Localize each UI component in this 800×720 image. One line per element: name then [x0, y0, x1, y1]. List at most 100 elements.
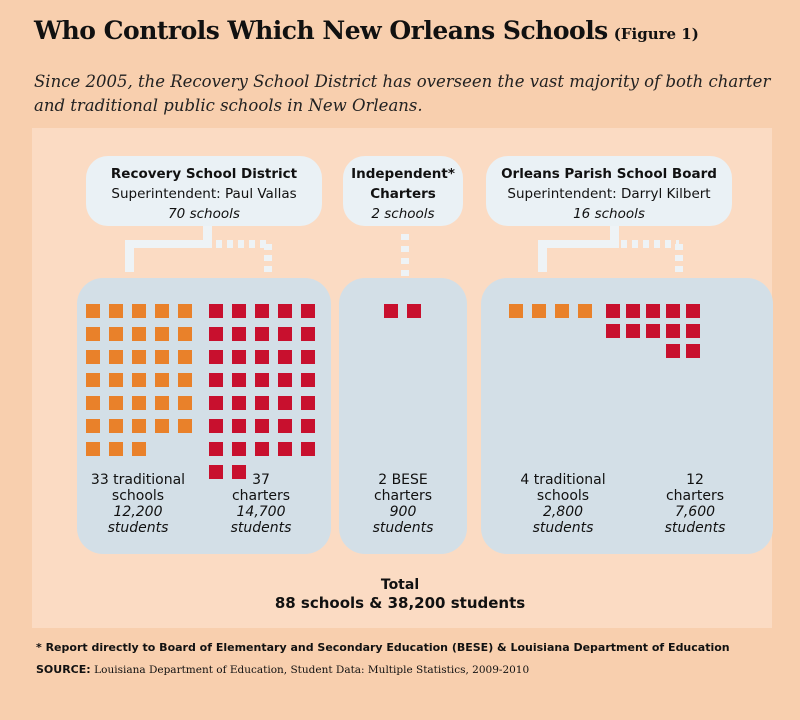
- rsd-charter-square: [278, 327, 292, 341]
- rsd-charter-square: [301, 442, 315, 456]
- rsd-charter-square: [255, 396, 269, 410]
- rsd-connector-down: [125, 240, 134, 272]
- rsd-charter-square: [232, 373, 246, 387]
- source-text: Louisiana Department of Education, Stude…: [94, 664, 530, 676]
- opsb-traditional-students: 2,800: [542, 504, 584, 520]
- rsd-traditional-students: 12,200: [113, 504, 163, 520]
- rsd-charter-square: [232, 327, 246, 341]
- title-text: Who Controls Which New Orleans Schools: [34, 16, 608, 45]
- independent-header: Independent* Charters 2 schools: [343, 156, 463, 226]
- bese-charters-line1: 2 BESE: [378, 472, 428, 488]
- rsd-charter-square: [232, 304, 246, 318]
- opsb-header: Orleans Parish School Board Superintende…: [486, 156, 732, 226]
- rsd-charter-square: [232, 396, 246, 410]
- opsb-name: Orleans Parish School Board: [501, 166, 717, 182]
- rsd-traditional-square: [109, 304, 123, 318]
- rsd-traditional-square: [86, 442, 100, 456]
- rsd-traditional-square: [132, 304, 146, 318]
- rsd-charter-square: [278, 396, 292, 410]
- rsd-charter-square: [278, 419, 292, 433]
- source: SOURCE: Louisiana Department of Educatio…: [36, 663, 529, 676]
- rsd-traditional-square: [132, 350, 146, 364]
- rsd-traditional-square: [109, 419, 123, 433]
- rsd-traditional-square: [178, 373, 192, 387]
- opsb-charter-square: [666, 324, 680, 338]
- rsd-traditional-line2: schools: [111, 488, 165, 504]
- rsd-traditional-square: [132, 373, 146, 387]
- opsb-traditional-square: [532, 304, 546, 318]
- independent-box: [339, 278, 467, 554]
- opsb-charters-line2: charters: [665, 488, 725, 504]
- rsd-charters-label: 37 charters 14,700 students: [206, 472, 316, 536]
- rsd-charter-square: [255, 327, 269, 341]
- opsb-charter-square: [646, 304, 660, 318]
- rsd-charter-square: [255, 350, 269, 364]
- rsd-charter-square: [255, 304, 269, 318]
- rsd-traditional-square: [109, 373, 123, 387]
- bese-charter-square: [407, 304, 421, 318]
- rsd-charter-square: [209, 373, 223, 387]
- rsd-traditional-square: [132, 419, 146, 433]
- rsd-traditional-square: [178, 350, 192, 364]
- rsd-traditional-square: [132, 396, 146, 410]
- rsd-charter-square: [301, 419, 315, 433]
- rsd-charter-square: [255, 373, 269, 387]
- opsb-traditional-square: [578, 304, 592, 318]
- opsb-traditional-square: [509, 304, 523, 318]
- rsd-charters-line1: 37: [252, 472, 270, 488]
- opsb-charter-square: [626, 324, 640, 338]
- opsb-charter-square: [606, 304, 620, 318]
- opsb-count: 16 schools: [573, 206, 645, 222]
- rsd-traditional-square: [155, 373, 169, 387]
- opsb-charter-square: [666, 344, 680, 358]
- opsb-traditional-line2: schools: [536, 488, 590, 504]
- opsb-charter-square: [646, 324, 660, 338]
- rsd-charter-square: [209, 350, 223, 364]
- opsb-dotted-connector: [621, 240, 683, 276]
- opsb-traditional-line1: 4 traditional: [520, 472, 606, 488]
- opsb-charter-square: [686, 324, 700, 338]
- total: Total 88 schools & 38,200 students: [0, 576, 800, 612]
- rsd-traditional-square: [155, 304, 169, 318]
- opsb-charter-square: [606, 324, 620, 338]
- bese-charters-unit: students: [372, 520, 434, 536]
- opsb-charter-square: [626, 304, 640, 318]
- rsd-charter-square: [209, 304, 223, 318]
- page-title: Who Controls Which New Orleans Schools (F…: [34, 16, 699, 45]
- rsd-traditional-square: [86, 419, 100, 433]
- opsb-charters-line1: 12: [686, 472, 704, 488]
- rsd-charter-square: [301, 304, 315, 318]
- rsd-header: Recovery School District Superintendent:…: [86, 156, 322, 226]
- rsd-traditional-square: [178, 419, 192, 433]
- rsd-traditional-square: [86, 396, 100, 410]
- total-label: Total: [380, 577, 420, 593]
- rsd-traditional-square: [155, 350, 169, 364]
- rsd-charter-square: [301, 373, 315, 387]
- rsd-traditional-square: [109, 350, 123, 364]
- opsb-connector-down: [538, 240, 547, 272]
- opsb-charters-students: 7,600: [674, 504, 716, 520]
- opsb-connector: [610, 220, 619, 246]
- rsd-traditional-line1: 33 traditional: [90, 472, 186, 488]
- rsd-charter-square: [278, 373, 292, 387]
- opsb-charters-unit: students: [664, 520, 726, 536]
- rsd-charter-square: [301, 396, 315, 410]
- opsb-traditional-unit: students: [532, 520, 594, 536]
- opsb-charter-square: [666, 304, 680, 318]
- rsd-traditional-square: [178, 304, 192, 318]
- rsd-traditional-label: 33 traditional schools 12,200 students: [72, 472, 204, 536]
- rsd-traditional-square: [109, 396, 123, 410]
- rsd-traditional-unit: students: [107, 520, 169, 536]
- opsb-charters-label: 12 charters 7,600 students: [642, 472, 748, 536]
- rsd-charters-unit: students: [230, 520, 292, 536]
- rsd-box: [77, 278, 331, 554]
- rsd-charter-square: [301, 327, 315, 341]
- rsd-traditional-square: [86, 373, 100, 387]
- opsb-traditional-square: [555, 304, 569, 318]
- rsd-charter-square: [278, 350, 292, 364]
- rsd-charter-square: [209, 396, 223, 410]
- rsd-connector: [203, 220, 212, 246]
- rsd-charter-square: [232, 350, 246, 364]
- rsd-charter-square: [232, 442, 246, 456]
- rsd-charter-square: [209, 419, 223, 433]
